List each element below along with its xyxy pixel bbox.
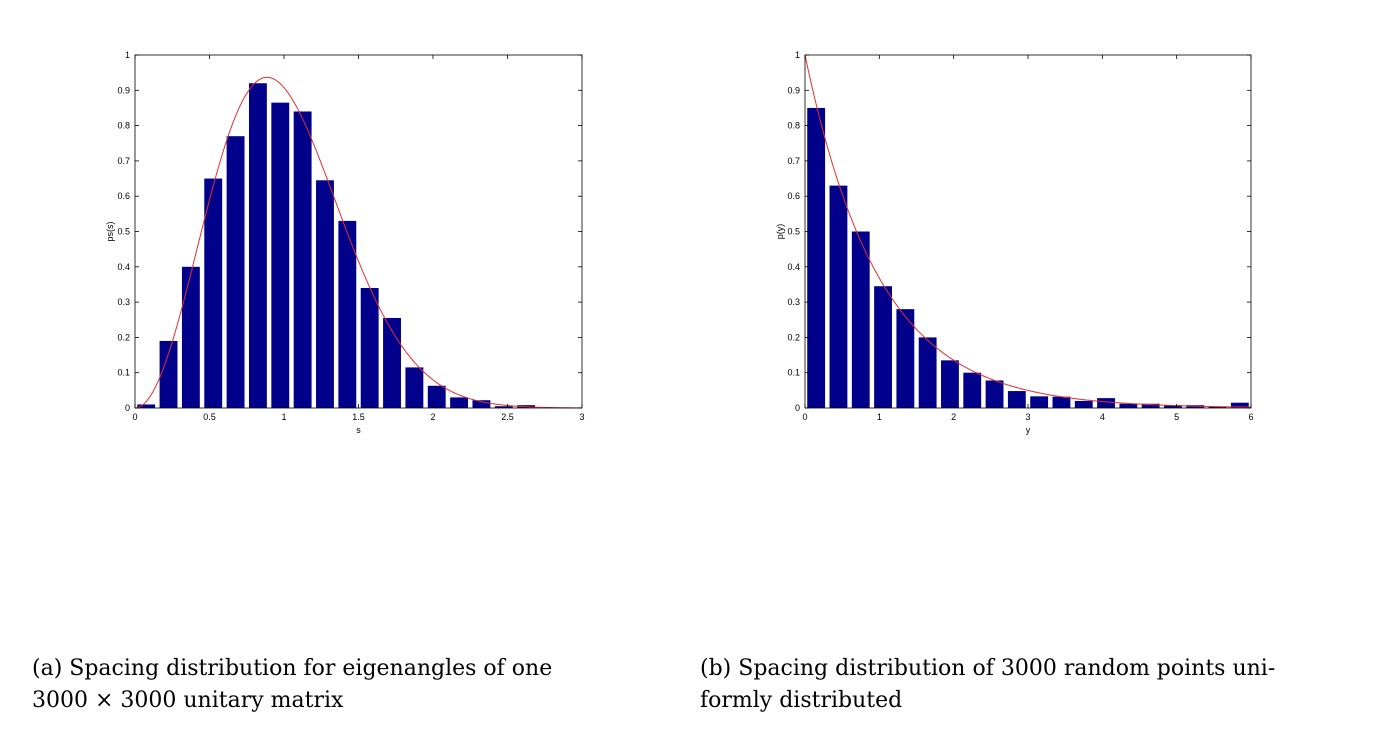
chart-a-y-tick-label-3: 0.3 [117,297,130,307]
chart-a-bar-14 [450,397,469,408]
chart-a-bar-3 [204,178,223,408]
chart-a-y-tick-label-5: 0.5 [117,227,130,237]
chart-a-y-tick-label-0: 0 [125,403,130,413]
caption-a-line-2: 3000 × 3000 unitary matrix [32,688,344,713]
caption-b: (b) Spacing distribution of 3000 random … [700,653,1310,717]
chart-a-y-tick-label-1: 0.1 [117,368,130,378]
chart-a-x-tick-label-4: 2 [430,412,435,422]
chart-a-bar-1 [159,340,178,408]
chart-a-y-tick-label-4: 0.4 [117,262,130,272]
chart-a-bar-13 [427,385,446,408]
chart-a-x-tick-label-6: 3 [579,412,584,422]
chart-a-x-tick-label-1: 0.5 [203,412,216,422]
chart-a-axes: 0 0.5 1 1.5 2 2.5 3 0 0.1 0.2 0.3 0.4 0.5 0.6 0.7 0.8 0.… [117,50,584,422]
chart-a-bar-9 [338,220,357,408]
chart-a-x-tick-label-2: 1 [281,412,286,422]
chart-a-y-tick-label-2: 0.2 [117,332,130,342]
chart-a-bar-8 [316,180,334,408]
chart-a-bar-0 [137,404,156,408]
caption-a-line-1: (a) Spacing distribution for eigenangles… [32,656,553,681]
chart-a-x-tick-label-0: 0 [132,412,137,422]
chart-a-bar-2 [181,266,200,408]
chart-a-bar-6 [271,102,290,408]
caption-b-line-1: (b) Spacing distribution of 3000 random … [700,656,1276,681]
caption-b-line-2: formly distributed [700,688,903,713]
chart-a-x-axis-label: s [356,425,361,435]
chart-a-bar-12 [405,367,424,408]
chart-a-bar-15 [472,400,491,408]
chart-a-bar-7 [293,111,312,408]
chart-a-fit-curve [134,76,583,409]
chart-a-curve-group [134,76,583,409]
chart-a-y-tick-label-10: 1 [125,50,130,60]
chart-a-bar-10 [360,287,379,408]
chart-a-x-tick-label-3: 1.5 [352,412,365,422]
chart-a-bar-5 [248,83,267,409]
chart-a-y-axis-label: ps(s) [105,221,115,241]
chart-a-y-tick-label-7: 0.7 [117,156,130,166]
chart-a-plot-frame [134,54,583,409]
chart-a-bar-16 [494,406,513,408]
chart-a-x-tick-label-5: 2.5 [501,412,514,422]
chart-a-bars [137,83,536,409]
caption-a: (a) Spacing distribution for eigenangles… [32,653,638,717]
chart-a-y-tick-label-6: 0.6 [117,191,130,201]
chart-a-y-tick-label-9: 0.9 [117,85,130,95]
chart-a-bar-4 [226,136,245,408]
chart-a-bar-11 [383,317,401,408]
chart-a-y-tick-label-8: 0.8 [117,121,130,131]
